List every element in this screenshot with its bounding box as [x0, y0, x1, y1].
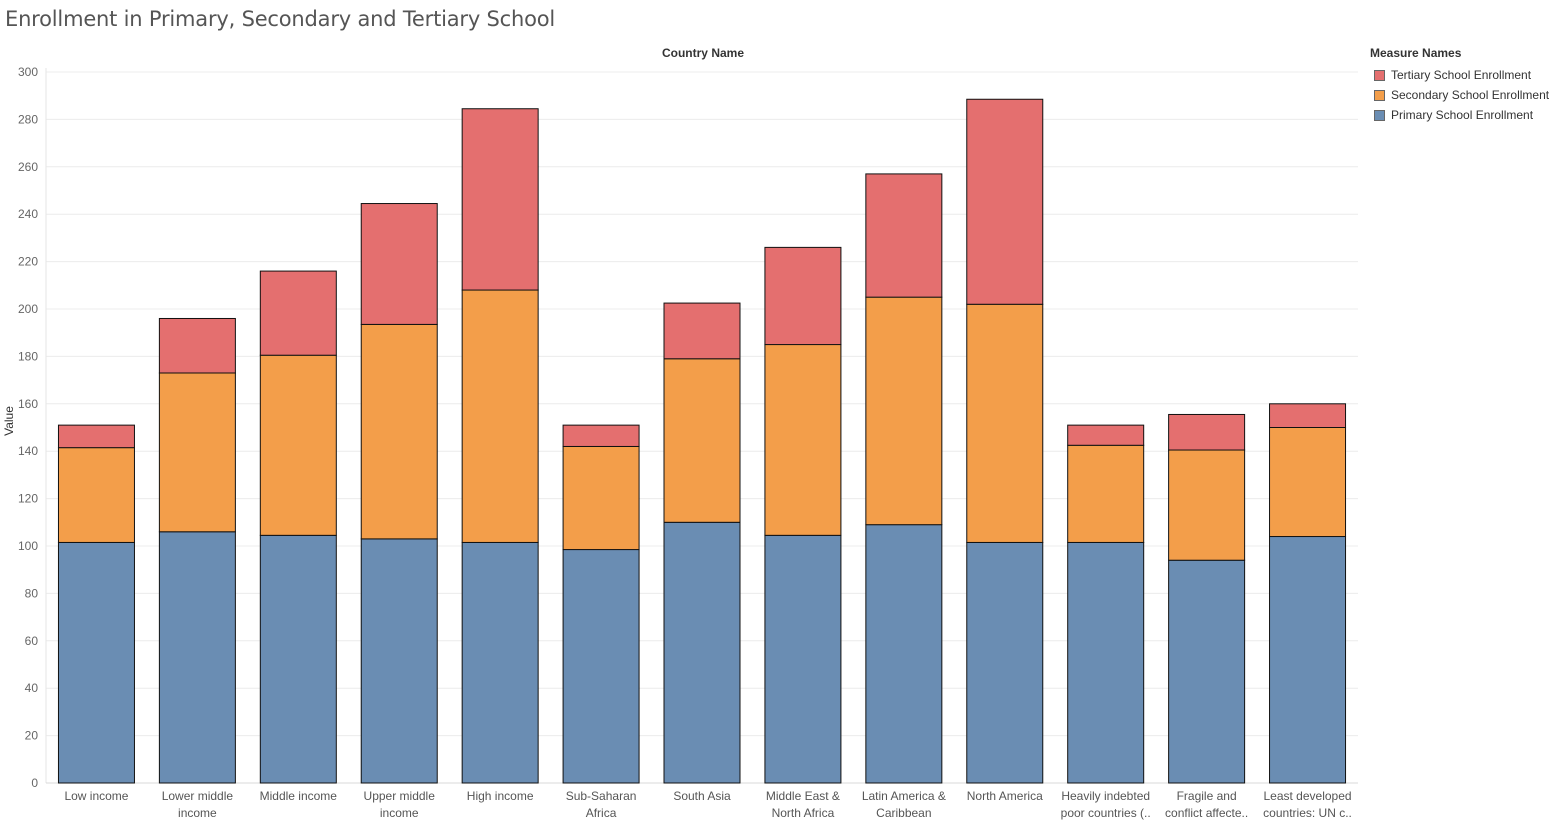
bar-segment-tertiary-school-enrollment[interactable] [360, 203, 438, 325]
bar-segment-tertiary-school-enrollment[interactable] [966, 98, 1044, 305]
x-category-label: Low income [64, 789, 128, 803]
y-tick-label: 100 [18, 539, 38, 553]
y-tick-label: 160 [18, 397, 38, 411]
legend-label: Tertiary School Enrollment [1391, 68, 1532, 82]
y-tick-label: 280 [18, 112, 38, 126]
bar-segment-tertiary-school-enrollment[interactable] [259, 270, 337, 356]
y-tick-label: 260 [18, 160, 38, 174]
legend-title: Measure Names [1370, 46, 1462, 60]
x-category-label: South Asia [673, 789, 731, 803]
y-tick-label: 220 [18, 255, 38, 269]
y-tick-label: 180 [18, 349, 38, 363]
bar-segment-tertiary-school-enrollment[interactable] [865, 173, 943, 298]
y-tick-label: 140 [18, 444, 38, 458]
bar-segment-tertiary-school-enrollment[interactable] [1269, 403, 1347, 428]
bar-segment-secondary-school-enrollment[interactable] [764, 344, 842, 536]
bar-segment-secondary-school-enrollment[interactable] [259, 354, 337, 536]
x-category-label: Sub-Saharan [566, 789, 637, 803]
x-category-label: conflict affecte.. [1165, 806, 1248, 820]
bar-segment-tertiary-school-enrollment[interactable] [461, 108, 539, 291]
bar-segment-tertiary-school-enrollment[interactable] [764, 246, 842, 346]
bar-segment-secondary-school-enrollment[interactable] [562, 445, 640, 551]
x-category-label: Least developed [1263, 789, 1351, 803]
bar-segment-primary-school-enrollment[interactable] [57, 541, 135, 784]
legend-label: Secondary School Enrollment [1391, 88, 1550, 102]
bar-segment-tertiary-school-enrollment[interactable] [57, 424, 135, 449]
y-axis-ticks: 0 20 40 60 80 100 120 140 160 180 200 220 240 260 280 3… [18, 65, 38, 790]
x-category-label: Latin America & [862, 789, 946, 803]
bar-segment-tertiary-school-enrollment[interactable] [663, 302, 741, 360]
legend-item[interactable]: Secondary School Enrollment [1370, 85, 1549, 105]
bar-segment-primary-school-enrollment[interactable] [562, 549, 640, 784]
bar-segment-primary-school-enrollment[interactable] [461, 541, 539, 784]
x-axis-labels: Low income Lower middle income Middle incom… [64, 789, 1351, 820]
x-category-label: High income [467, 789, 534, 803]
bar-segment-tertiary-school-enrollment[interactable] [1067, 424, 1145, 446]
x-category-label: Middle East & [766, 789, 840, 803]
x-category-label: Heavily indebted [1061, 789, 1150, 803]
bar-segment-primary-school-enrollment[interactable] [966, 541, 1044, 784]
legend-label: Primary School Enrollment [1391, 108, 1534, 122]
chart-title: Enrollment in Primary, Secondary and Ter… [5, 7, 556, 31]
x-category-label: countries: UN c.. [1263, 806, 1352, 820]
x-category-label: North Africa [772, 806, 835, 820]
bar-segment-primary-school-enrollment[interactable] [158, 531, 236, 784]
column-header: Country Name [661, 46, 744, 60]
y-tick-label: 0 [31, 776, 38, 790]
x-category-label: Lower middle [162, 789, 234, 803]
bar-segment-secondary-school-enrollment[interactable] [158, 372, 236, 533]
bar-segment-primary-school-enrollment[interactable] [663, 521, 741, 784]
legend: Measure Names Tertiary School Enrollment… [1370, 46, 1549, 125]
y-tick-label: 200 [18, 302, 38, 316]
bar-segment-secondary-school-enrollment[interactable] [663, 358, 741, 523]
bar-segment-secondary-school-enrollment[interactable] [461, 289, 539, 543]
legend-swatch [1374, 69, 1385, 81]
bar-segment-primary-school-enrollment[interactable] [1067, 541, 1145, 784]
x-category-label: Middle income [260, 789, 338, 803]
bar-segment-secondary-school-enrollment[interactable] [57, 447, 135, 543]
legend-swatch [1374, 89, 1385, 101]
x-category-label: Caribbean [876, 806, 931, 820]
y-tick-label: 60 [25, 634, 39, 648]
bar-segment-primary-school-enrollment[interactable] [764, 534, 842, 784]
bar-segment-primary-school-enrollment[interactable] [1168, 559, 1246, 784]
legend-item[interactable]: Tertiary School Enrollment [1370, 65, 1549, 85]
bar-segment-secondary-school-enrollment[interactable] [966, 303, 1044, 543]
y-tick-label: 120 [18, 492, 38, 506]
bar-segment-primary-school-enrollment[interactable] [259, 534, 337, 784]
bar-segment-secondary-school-enrollment[interactable] [865, 296, 943, 526]
bar-segment-tertiary-school-enrollment[interactable] [1168, 413, 1246, 451]
x-category-label: Upper middle [364, 789, 436, 803]
bar-segment-tertiary-school-enrollment[interactable] [562, 424, 640, 447]
x-category-label: North America [967, 789, 1043, 803]
legend-swatch [1374, 109, 1385, 121]
x-category-label: Fragile and [1177, 789, 1237, 803]
bar-segment-secondary-school-enrollment[interactable] [1168, 449, 1246, 561]
y-tick-label: 80 [25, 586, 39, 600]
bar-segment-tertiary-school-enrollment[interactable] [158, 317, 236, 374]
x-category-label: income [380, 806, 419, 820]
y-tick-label: 20 [25, 729, 39, 743]
stacked-bar-chart: 0 20 40 60 80 100 120 140 160 180 200 220 240 260 280 3… [18, 65, 1358, 820]
bar-segment-secondary-school-enrollment[interactable] [360, 323, 438, 540]
bar-segment-secondary-school-enrollment[interactable] [1067, 444, 1145, 543]
legend-item[interactable]: Primary School Enrollment [1370, 105, 1549, 125]
bar-segment-primary-school-enrollment[interactable] [1269, 536, 1347, 784]
y-tick-label: 40 [25, 681, 39, 695]
bars [57, 98, 1347, 784]
bar-segment-primary-school-enrollment[interactable] [865, 524, 943, 784]
y-tick-label: 300 [18, 65, 38, 79]
x-category-label: Africa [586, 806, 617, 820]
bar-segment-primary-school-enrollment[interactable] [360, 538, 438, 784]
y-tick-label: 240 [18, 207, 38, 221]
x-category-label: poor countries (.. [1061, 806, 1151, 820]
bar-segment-secondary-school-enrollment[interactable] [1269, 427, 1347, 538]
x-category-label: income [178, 806, 217, 820]
